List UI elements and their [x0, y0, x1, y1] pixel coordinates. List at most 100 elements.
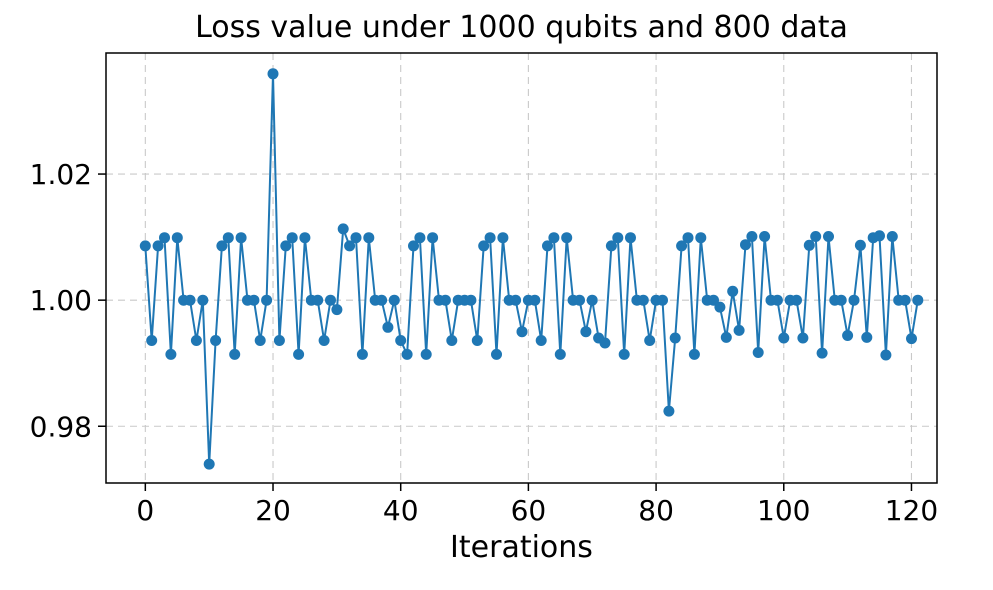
data-point-marker [554, 348, 566, 360]
data-point-marker [159, 232, 170, 244]
data-point-marker [746, 231, 758, 242]
data-point-marker [861, 331, 873, 343]
data-point-marker [325, 294, 336, 306]
x-tick-label: 40 [383, 494, 419, 527]
data-point-marker [816, 347, 828, 359]
data-point-marker [273, 335, 285, 346]
data-point-marker [318, 335, 330, 346]
data-point-marker [561, 232, 573, 244]
data-point-marker [171, 232, 183, 244]
data-point-marker [280, 240, 292, 252]
data-point-marker [714, 301, 726, 313]
data-point-marker [420, 348, 432, 360]
data-point-marker [599, 337, 611, 349]
data-point-marker [491, 348, 502, 360]
data-point-marker [222, 232, 234, 244]
axes-border [105, 52, 938, 484]
x-tick-label: 20 [255, 494, 291, 527]
data-point-marker [542, 240, 553, 252]
data-point-marker [197, 294, 209, 306]
data-point-marker [267, 68, 279, 80]
data-point-marker [401, 348, 413, 360]
data-point-marker [165, 348, 177, 360]
data-point-marker [248, 294, 260, 306]
data-point-marker [210, 335, 222, 346]
data-point-marker [190, 335, 202, 346]
data-point-marker [886, 231, 898, 242]
data-point-marker [471, 335, 483, 346]
data-point-marker [708, 294, 719, 306]
data-point-marker [529, 294, 541, 306]
data-point-marker [663, 405, 675, 417]
data-point-marker [350, 232, 362, 244]
data-point-marker [299, 232, 311, 244]
data-point-marker [618, 348, 630, 360]
data-point-marker [727, 285, 739, 297]
data-point-marker [408, 240, 419, 252]
data-point-marker [548, 232, 560, 244]
x-tick-label: 0 [136, 494, 154, 527]
data-point-marker [669, 332, 681, 344]
data-point-marker [427, 232, 439, 244]
data-point-marker [842, 330, 854, 341]
data-point-marker [752, 347, 764, 358]
data-point-marker [906, 333, 917, 345]
x-tick-label: 100 [757, 494, 810, 527]
data-point-marker [465, 294, 477, 306]
data-point-marker [586, 294, 598, 306]
data-point-marker [899, 294, 911, 306]
data-point-marker [293, 348, 305, 360]
data-point-marker [414, 232, 426, 244]
data-point-marker [740, 239, 751, 251]
data-point-marker [854, 239, 866, 251]
data-point-marker [388, 294, 400, 306]
data-point-marker [184, 294, 196, 306]
data-point-marker [484, 232, 496, 244]
data-point-marker [759, 231, 771, 242]
data-point-marker [439, 294, 451, 306]
x-tick-label: 60 [511, 494, 547, 527]
data-point-marker [152, 240, 164, 252]
data-point-marker [720, 331, 732, 343]
y-tick-label: 1.00 [30, 284, 92, 317]
data-point-marker [733, 324, 745, 336]
data-point-marker [848, 294, 860, 306]
data-point-marker [657, 294, 668, 306]
data-point-marker [510, 294, 522, 306]
data-point-marker [286, 232, 298, 244]
loss-line-series [144, 72, 919, 466]
data-point-marker [312, 294, 324, 306]
data-point-marker [803, 239, 815, 251]
data-point-marker [835, 294, 847, 306]
data-point-marker [637, 294, 649, 306]
data-point-marker [625, 232, 636, 244]
data-point-marker [644, 335, 656, 346]
data-point-marker [331, 304, 343, 316]
data-point-marker [363, 232, 375, 244]
x-tick-label: 120 [885, 494, 938, 527]
x-axis-label: Iterations [450, 530, 593, 565]
data-point-marker [516, 326, 528, 338]
data-point-marker [778, 332, 790, 344]
data-point-marker [146, 335, 158, 346]
data-point-marker [235, 232, 247, 244]
data-point-marker [823, 231, 834, 242]
y-tick-label: 0.98 [30, 410, 92, 443]
data-point-marker [574, 294, 585, 306]
data-point-marker [771, 294, 783, 306]
data-point-marker [535, 335, 547, 346]
data-point-marker [695, 232, 707, 244]
data-point-marker [874, 230, 885, 242]
data-point-marker [791, 294, 802, 306]
data-point-marker [880, 349, 892, 361]
data-point-marker [446, 335, 458, 346]
data-point-marker [605, 240, 617, 252]
x-tick-label: 80 [638, 494, 674, 527]
data-point-marker [810, 231, 822, 242]
data-point-marker [376, 294, 388, 306]
data-point-marker [382, 321, 394, 333]
data-point-marker [580, 326, 592, 338]
data-point-marker [261, 294, 273, 306]
